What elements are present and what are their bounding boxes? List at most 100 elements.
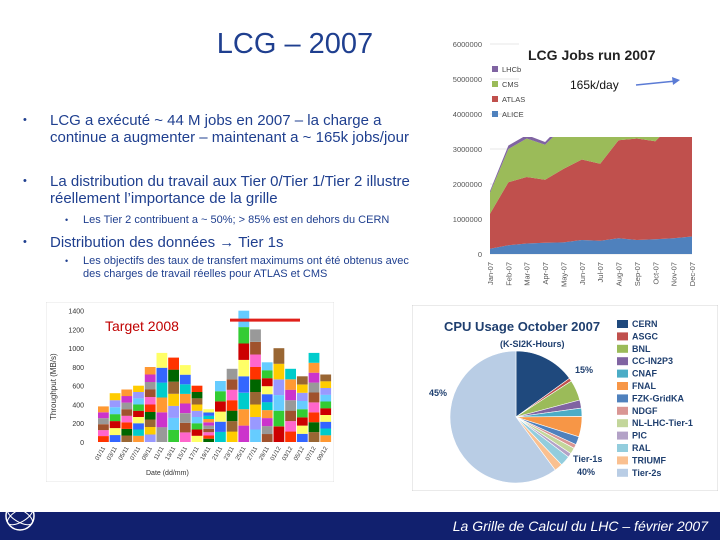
throughput-bar-segment bbox=[238, 327, 250, 344]
jobs-y-tick-label: 2000000 bbox=[453, 180, 482, 189]
cpu-legend-label: RAL bbox=[632, 443, 651, 453]
throughput-bar-segment bbox=[179, 432, 191, 442]
throughput-bar-segment bbox=[273, 395, 285, 411]
throughput-bar-segment bbox=[109, 428, 121, 436]
throughput-bar-segment bbox=[121, 389, 133, 397]
throughput-bar-segment bbox=[98, 424, 109, 431]
throughput-bar-segment bbox=[261, 410, 273, 419]
throughput-bar-segment bbox=[261, 418, 273, 427]
throughput-bar-segment bbox=[133, 385, 144, 392]
jobs-x-tick-label: Dec-07 bbox=[688, 262, 697, 286]
throughput-bar-segment bbox=[250, 342, 261, 355]
cpu-legend-label: PIC bbox=[632, 431, 648, 441]
throughput-bar-segment bbox=[285, 410, 296, 422]
throughput-bar-segment bbox=[308, 362, 320, 373]
throughput-bar-segment bbox=[98, 406, 109, 413]
cpu-legend-swatch bbox=[617, 332, 628, 341]
bullet-marker: • bbox=[23, 236, 27, 248]
cpu-legend-label: FZK-GridKA bbox=[632, 393, 684, 403]
cpu-legend-swatch bbox=[617, 444, 628, 452]
throughput-bar-segment bbox=[168, 417, 179, 430]
jobs-x-tick-label: Sep-07 bbox=[633, 262, 642, 286]
arrow-right-icon: → bbox=[219, 234, 235, 251]
throughput-bar-segment bbox=[320, 421, 332, 429]
throughput-bar-segment bbox=[121, 396, 133, 403]
jobs-x-tick-label: Apr-07 bbox=[541, 262, 550, 285]
throughput-bar-segment bbox=[226, 431, 238, 442]
throughput-bar-segment bbox=[191, 423, 203, 430]
jobs-run-chart: 6000000 5000000 4000000 3000000 2000000 10000… bbox=[453, 40, 697, 287]
throughput-bar-segment bbox=[179, 365, 191, 375]
cpu-usage-chart: CPU Usage October 2007 (K-SI2K-Hours) CE… bbox=[412, 305, 718, 491]
throughput-bar-segment bbox=[285, 368, 296, 380]
throughput-bar-segment bbox=[98, 418, 109, 425]
throughput-bar-segment bbox=[179, 403, 191, 414]
throughput-y-tick-label: 600 bbox=[72, 384, 84, 391]
throughput-bar-segment bbox=[191, 385, 203, 392]
throughput-bar-segment bbox=[203, 438, 215, 442]
throughput-bar-segment bbox=[144, 397, 156, 405]
throughput-bar-segment bbox=[226, 368, 238, 380]
throughput-bar-segment bbox=[203, 428, 215, 433]
throughput-bar-segment bbox=[156, 427, 168, 442]
throughput-bar-segment bbox=[168, 357, 179, 370]
cpu-legend-label: ASGC bbox=[632, 331, 659, 341]
throughput-y-tick-label: 800 bbox=[72, 365, 84, 372]
throughput-bar-segment bbox=[179, 384, 191, 394]
jobs-y-tick-label: 6000000 bbox=[453, 40, 482, 49]
throughput-bar-segment bbox=[133, 404, 144, 411]
throughput-bar-segment bbox=[261, 426, 273, 435]
cpu-legend: CERN ASGC BNL CC-IN2P3 CNAF FNAL FZK-GridKA NDG… bbox=[617, 319, 693, 478]
cpu-legend-swatch bbox=[617, 357, 628, 366]
throughput-bar-segment bbox=[203, 432, 215, 436]
throughput-bar-segment bbox=[98, 436, 109, 442]
throughput-bar-segment bbox=[273, 410, 285, 427]
jobs-x-tick-label: Jul-07 bbox=[596, 262, 605, 282]
throughput-bar-segment bbox=[109, 414, 121, 422]
cpu-legend-label: CC-IN2P3 bbox=[632, 356, 673, 366]
throughput-bar-segment bbox=[320, 388, 332, 395]
throughput-bar-segment bbox=[320, 435, 332, 442]
jobs-x-ticks: Jan-07 Feb-07 Mar-07 Apr-07 May-07 Jun-07 Jul-… bbox=[486, 262, 697, 287]
throughput-bar-segment bbox=[238, 343, 250, 360]
cpu-legend-label: FNAL bbox=[632, 381, 656, 391]
throughput-bar-segment bbox=[144, 382, 156, 390]
throughput-bar-segment bbox=[156, 412, 168, 428]
throughput-bar-segment bbox=[308, 402, 320, 413]
throughput-bar-segment bbox=[226, 389, 238, 401]
bullet-1: • LCG a exécuté ~ 44 M jobs en 2007 – la… bbox=[23, 112, 420, 146]
throughput-bar-segment bbox=[238, 376, 250, 393]
jobs-chart-title: LCG Jobs run 2007 bbox=[528, 47, 656, 63]
throughput-bar-segment bbox=[215, 411, 226, 422]
throughput-bar-segment bbox=[203, 412, 215, 416]
throughput-bar-segment bbox=[168, 369, 179, 382]
throughput-y-tick-label: 1400 bbox=[68, 309, 84, 316]
throughput-bar-segment bbox=[168, 381, 179, 394]
throughput-bar-segment bbox=[250, 329, 261, 342]
throughput-bar-segment bbox=[168, 429, 179, 442]
throughput-bar-segment bbox=[320, 401, 332, 409]
throughput-bar-segment bbox=[191, 410, 203, 417]
throughput-bar-segment bbox=[203, 409, 215, 413]
throughput-bar-segment bbox=[179, 393, 191, 404]
throughput-bar-segment bbox=[285, 389, 296, 401]
jobs-y-tick-label: 3000000 bbox=[453, 145, 482, 154]
throughput-bar-segment bbox=[191, 404, 203, 411]
cpu-legend-swatch bbox=[617, 369, 628, 378]
throughput-bar-segment bbox=[296, 384, 308, 393]
throughput-bar-segment bbox=[203, 422, 215, 426]
bullet-marker: • bbox=[65, 256, 69, 266]
bullet-1-text: LCG a exécuté ~ 44 M jobs en 2007 – la c… bbox=[50, 112, 409, 146]
throughput-bar-segment bbox=[133, 423, 144, 430]
throughput-bar-segment bbox=[133, 398, 144, 405]
throughput-bar-segment bbox=[226, 421, 238, 432]
jobs-x-tick-label: Mar-07 bbox=[523, 262, 532, 286]
cpu-legend-swatch bbox=[617, 344, 628, 353]
throughput-bar-segment bbox=[121, 409, 133, 416]
jobs-annotation: 165k/day bbox=[570, 78, 619, 92]
throughput-bar-segment bbox=[215, 421, 226, 432]
cpu-legend-swatch bbox=[617, 456, 628, 465]
throughput-ylabel: Throughput (MB/s) bbox=[49, 353, 58, 420]
cpu-legend-swatch bbox=[617, 419, 628, 428]
throughput-bar-segment bbox=[168, 405, 179, 418]
